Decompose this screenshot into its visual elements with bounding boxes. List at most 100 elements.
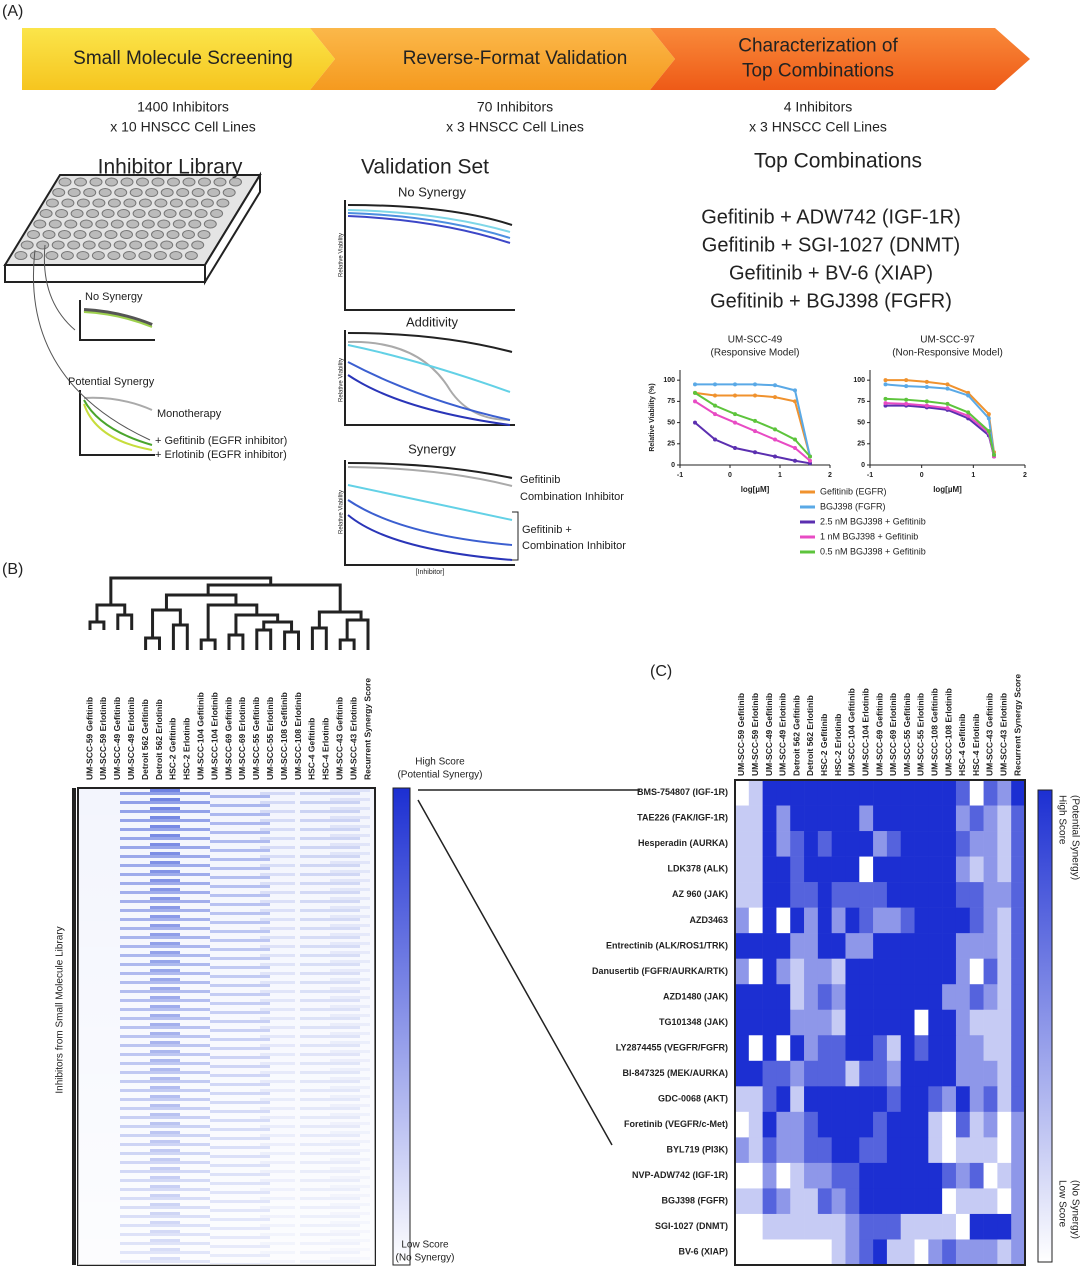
heatmap-cell [748, 933, 763, 959]
well [76, 198, 90, 208]
label: (No Synergy) [396, 1253, 455, 1264]
heatmap-cell [886, 1239, 902, 1266]
well [145, 188, 159, 197]
heatmap-cell [997, 1239, 1012, 1266]
legend-entry: BGJ398 (FGFR) [820, 501, 886, 511]
row-label: NVP-ADW742 (IGF-1R) [632, 1170, 728, 1180]
heatmap-cell [748, 1213, 763, 1240]
heatmap-cell [859, 805, 874, 832]
well [210, 209, 224, 218]
heatmap-cell [928, 984, 943, 1011]
row-label: Danusertib (FGFR/AURKA/RTK) [592, 966, 728, 976]
heatmap-cell [873, 831, 888, 857]
heatmap-cell [762, 1086, 777, 1113]
heatmap-cell [735, 984, 750, 1011]
heatmap-cell [983, 780, 998, 806]
heatmap-cell [1011, 1060, 1026, 1087]
well [36, 240, 50, 250]
well [73, 230, 87, 239]
well [107, 198, 121, 208]
heatmap-cell [776, 1137, 791, 1164]
heatmap-cell [735, 882, 750, 908]
heatmap-cell [790, 780, 805, 806]
heatmap-cell [845, 780, 860, 806]
well [172, 219, 186, 229]
point [793, 388, 797, 393]
heatmap-cell [859, 1188, 874, 1215]
heatmap-cell [790, 1162, 805, 1189]
heatmap-cell [914, 805, 929, 832]
well [132, 209, 146, 218]
point [883, 396, 888, 401]
heatmap-cell [817, 1137, 832, 1164]
heatmap-cell [914, 1239, 929, 1266]
x-label: log[µM] [741, 485, 770, 494]
heatmap-cell [790, 805, 805, 832]
heatmap-cell [997, 1086, 1012, 1113]
column-label: UM-SCC-59 Erlotinib [98, 697, 108, 780]
well [163, 209, 177, 218]
heatmap-cell [955, 805, 971, 832]
well [126, 219, 140, 229]
row-label: GDC-0068 (AKT) [658, 1093, 728, 1103]
well [213, 177, 227, 187]
point [883, 401, 888, 406]
point [713, 412, 717, 417]
well [191, 188, 205, 197]
column-label: UM-SCC-69 Gefitinib [223, 697, 233, 780]
heatmap-cell [776, 1188, 791, 1215]
heatmap-cell [969, 1060, 984, 1087]
panel-label: (B) [2, 561, 23, 578]
heatmap-cell [900, 907, 915, 934]
heatmap-cell [817, 831, 832, 857]
heatmap-cell [873, 907, 888, 934]
heatmap-cell [983, 1035, 998, 1062]
y-tick-label: 100 [663, 377, 675, 384]
heatmap-cell [831, 1086, 846, 1113]
y-tick-label: 50 [667, 419, 675, 426]
heatmap-cell [817, 933, 832, 959]
heatmap-cell [790, 1060, 805, 1087]
branch [109, 576, 273, 605]
point [945, 406, 950, 411]
heatmap-cell [914, 780, 929, 806]
heatmap-cell [983, 1009, 998, 1036]
row-label: LY2874455 (VEGFR/FGFR) [616, 1042, 728, 1052]
label: Low Score [401, 1240, 449, 1251]
heatmap-cell [873, 933, 888, 959]
heatmap-cell [748, 856, 763, 883]
heatmap-cell [831, 1060, 846, 1087]
heatmap-cell [790, 1137, 805, 1164]
label: Potential Synergy [68, 376, 155, 388]
heatmap-cell [983, 1111, 998, 1138]
x-tick-label: 1 [778, 472, 782, 479]
well [55, 209, 69, 218]
point [924, 379, 929, 384]
heatmap-cell [873, 882, 888, 908]
well [176, 188, 190, 197]
heatmap-cell [845, 856, 860, 883]
heatmap-cell [1011, 1009, 1026, 1036]
heatmap-cell [748, 1009, 763, 1036]
heatmap-cell [762, 1060, 777, 1087]
heatmap-cell [804, 1162, 819, 1189]
well [135, 230, 149, 239]
heatmap-cell [900, 1162, 915, 1189]
x-tick-label: 0 [728, 472, 732, 479]
heatmap-cell [762, 1111, 777, 1138]
point [713, 393, 717, 398]
column-label: Detroit 562 Gefitinib [140, 699, 150, 780]
heatmap-cell [969, 780, 984, 806]
heatmap-cell [817, 984, 832, 1011]
point [992, 452, 996, 457]
heatmap-cell [859, 1009, 874, 1036]
heatmap-cell [804, 1035, 819, 1062]
heatmap-cell [942, 907, 957, 934]
well [184, 251, 198, 260]
heatmap-cell [804, 1009, 819, 1036]
well [138, 251, 152, 260]
branch [310, 626, 328, 650]
step-title: Top Combinations [742, 61, 894, 82]
heatmap-cell [969, 1111, 984, 1138]
heatmap-cell [762, 856, 777, 883]
